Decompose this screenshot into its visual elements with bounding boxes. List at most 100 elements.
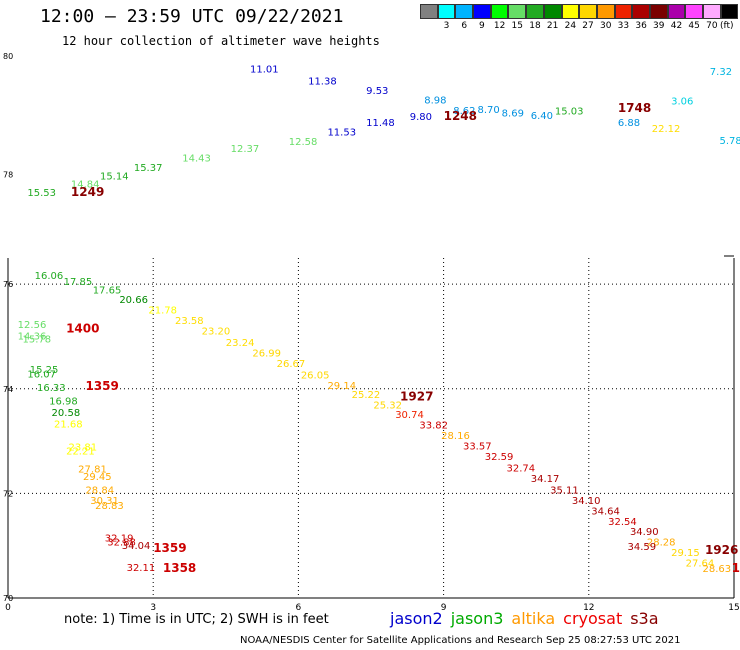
wave-height-label: 34.64 bbox=[591, 506, 620, 517]
wave-height-label: 34.90 bbox=[630, 527, 659, 538]
time-marker-label: 1249 bbox=[71, 185, 104, 199]
wave-height-label: 23.24 bbox=[226, 338, 255, 349]
wave-height-label: 11.48 bbox=[366, 118, 395, 129]
scale-bin: 24 bbox=[561, 4, 580, 31]
wave-height-label: 11.38 bbox=[308, 76, 337, 87]
wave-height-label: 32.11 bbox=[127, 563, 156, 574]
scale-swatch bbox=[596, 4, 615, 19]
wave-height-label: 28.28 bbox=[647, 538, 676, 549]
time-marker-label: 1748 bbox=[618, 101, 651, 115]
scale-bin: 6 bbox=[455, 4, 474, 31]
y-tick-label: 74 bbox=[3, 385, 13, 394]
wave-height-label: 3.06 bbox=[671, 97, 693, 108]
x-tick-label: 0 bbox=[5, 603, 11, 613]
wave-height-label: 26.99 bbox=[252, 348, 281, 359]
wave-height-label: 14.43 bbox=[182, 154, 211, 165]
wave-height-label: 12.56 bbox=[18, 320, 47, 331]
wave-height-label: 8.70 bbox=[477, 105, 499, 116]
wave-height-label: 29.15 bbox=[671, 548, 700, 559]
wave-height-label: 30.74 bbox=[395, 410, 424, 421]
x-tick-label: 12 bbox=[583, 603, 594, 613]
page-title: 12:00 – 23:59 UTC 09/22/2021 bbox=[40, 6, 344, 27]
wave-height-label: 17.65 bbox=[93, 286, 122, 297]
scale-bin bbox=[720, 4, 739, 31]
scale-label: 42 bbox=[670, 21, 683, 31]
x-tick-label: 6 bbox=[296, 603, 302, 613]
wave-height-label: 34.04 bbox=[122, 541, 151, 552]
scale-label: 30 bbox=[599, 21, 612, 31]
wave-height-label: 30.31 bbox=[90, 496, 119, 507]
wave-height-label: 15.53 bbox=[27, 188, 56, 199]
legend-altika: altika bbox=[511, 609, 556, 628]
wave-height-label: 16.07 bbox=[27, 369, 56, 380]
scale-label: 15 bbox=[511, 21, 523, 31]
scale-bin: 39 bbox=[649, 4, 668, 31]
scale-label: 9 bbox=[479, 21, 485, 31]
legend-cryosat: cryosat bbox=[563, 609, 623, 628]
wave-height-label: 7.32 bbox=[710, 67, 732, 78]
scale-swatch bbox=[632, 4, 650, 19]
wave-height-label: 22.21 bbox=[66, 447, 95, 458]
time-marker-label: 1400 bbox=[66, 321, 99, 335]
wave-height-label: 28.16 bbox=[441, 431, 470, 442]
scale-swatch bbox=[526, 4, 544, 19]
wave-height-label: 16.06 bbox=[35, 271, 64, 282]
wave-height-label: 9.80 bbox=[410, 112, 432, 123]
legend-jason2: jason2 bbox=[390, 609, 443, 628]
wave-height-label: 34.59 bbox=[628, 542, 657, 553]
scale-bin: 30 bbox=[596, 4, 615, 31]
wave-height-label: 8.98 bbox=[424, 95, 446, 106]
x-tick-label: 15 bbox=[728, 603, 739, 613]
scale-label: 21 bbox=[546, 21, 559, 31]
scale-bin bbox=[420, 4, 438, 31]
color-scale-legend: 3 6 9 12 15 18 21 24 27 30 33 36 39 42 45 70 bbox=[420, 4, 739, 31]
time-marker-label: 1926 bbox=[705, 543, 738, 557]
y-tick-label: 76 bbox=[3, 280, 13, 289]
wave-height-label: 15.37 bbox=[134, 163, 163, 174]
scale-label: 3 bbox=[443, 21, 450, 31]
wave-height-label: 28.63 bbox=[703, 564, 732, 575]
x-tick-label: 3 bbox=[150, 603, 156, 613]
wave-height-label: 8.62 bbox=[453, 106, 475, 117]
note-text: note: 1) Time is in UTC; 2) SWH is in fe… bbox=[64, 612, 329, 627]
scale-swatch bbox=[720, 4, 739, 19]
wave-height-label: 12.58 bbox=[289, 137, 318, 148]
y-tick-label: 78 bbox=[3, 171, 13, 180]
scale-swatch bbox=[420, 4, 438, 19]
scale-label: 18 bbox=[529, 21, 541, 31]
scale-bin: 9 bbox=[473, 4, 491, 31]
wave-height-label: 6.40 bbox=[531, 111, 553, 122]
wave-height-label: 32.74 bbox=[507, 463, 536, 474]
scale-label: 45 bbox=[688, 21, 700, 31]
scale-bin: 21 bbox=[543, 4, 562, 31]
scale-bin: 3 bbox=[437, 4, 456, 31]
wave-height-label: 23.58 bbox=[175, 316, 204, 327]
y-tick-label: 80 bbox=[3, 52, 13, 61]
wave-height-label: 32.88 bbox=[107, 538, 136, 549]
time-marker-label: 1359 bbox=[85, 379, 118, 393]
scale-bin: 42 bbox=[667, 4, 686, 31]
wave-height-label: 12.37 bbox=[231, 144, 260, 155]
scale-label: 24 bbox=[564, 21, 577, 31]
legend-s3a: s3a bbox=[630, 609, 659, 628]
wave-height-label: 16.33 bbox=[37, 383, 66, 394]
scale-bin: 70 bbox=[703, 4, 721, 31]
scale-bin: 33 bbox=[614, 4, 633, 31]
scale-swatch bbox=[508, 4, 527, 19]
wave-height-label: 15.14 bbox=[100, 171, 129, 182]
wave-height-label: 23.20 bbox=[202, 326, 231, 337]
wave-height-label: 16.98 bbox=[49, 396, 78, 407]
scale-swatch bbox=[561, 4, 580, 19]
wave-height-label: 29.45 bbox=[83, 472, 112, 483]
wave-height-label: 29.14 bbox=[327, 381, 356, 392]
page-subtitle: 12 hour collection of altimeter wave hei… bbox=[62, 34, 380, 48]
scale-label: 70 bbox=[706, 21, 718, 31]
wave-height-label: 32.54 bbox=[608, 517, 637, 528]
wave-height-label: 27.81 bbox=[78, 464, 107, 475]
legend-jason3: jason3 bbox=[450, 609, 504, 628]
wave-height-label: 8.69 bbox=[502, 109, 524, 120]
scale-bin: 27 bbox=[579, 4, 597, 31]
satellite-legend: jason2 jason3 altika cryosat s3a bbox=[390, 609, 667, 628]
scale-swatch bbox=[649, 4, 668, 19]
